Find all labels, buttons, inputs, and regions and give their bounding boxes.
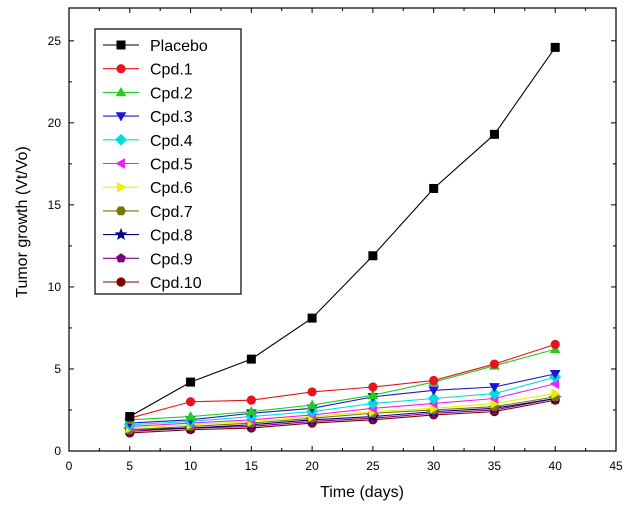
legend-marker	[116, 40, 126, 50]
data-point	[366, 397, 379, 410]
plot-area	[123, 42, 562, 438]
legend-marker	[115, 158, 125, 169]
y-tick-label: 20	[48, 116, 62, 130]
data-point	[186, 377, 196, 387]
data-point	[428, 386, 440, 396]
legend-item: Cpd.7	[103, 204, 193, 221]
data-point	[246, 395, 256, 405]
legend-marker	[117, 181, 127, 193]
data-point	[550, 42, 560, 52]
series-line	[129, 348, 556, 421]
y-tick-label: 15	[48, 198, 62, 212]
y-tick-label: 0	[54, 444, 61, 458]
data-point	[489, 359, 500, 369]
data-point	[125, 412, 135, 422]
y-tick-label: 5	[54, 362, 61, 376]
legend-label: Cpd.8	[150, 228, 193, 245]
data-point	[489, 129, 499, 139]
x-tick-label: 10	[184, 459, 198, 473]
axes: 0 5 10 15 20 25 30 35 40 45 0 5 10 15 20 25	[48, 7, 623, 473]
data-point	[489, 383, 500, 393]
data-point	[246, 354, 256, 364]
data-point	[306, 399, 318, 409]
legend-item: Cpd.9	[103, 251, 193, 268]
y-tick-label: 10	[48, 280, 62, 294]
x-tick-label: 35	[488, 459, 502, 473]
data-point	[367, 389, 379, 400]
legend-label: Cpd.9	[150, 251, 193, 268]
data-point	[550, 339, 560, 349]
legend-item: Placebo	[103, 38, 208, 55]
series-cpd-1	[125, 339, 560, 423]
data-point	[185, 397, 196, 407]
series-line	[129, 376, 556, 426]
x-tick-label: 30	[427, 459, 441, 473]
series-line	[129, 373, 556, 424]
series-line	[129, 383, 556, 427]
legend-item: Cpd.1	[103, 62, 193, 79]
data-point	[551, 388, 561, 399]
data-point	[427, 392, 440, 405]
series-line	[129, 397, 556, 431]
y-tick-label: 25	[48, 34, 62, 48]
series-line	[129, 47, 556, 418]
legend-label: Cpd.10	[150, 275, 202, 292]
legend-marker	[115, 133, 127, 146]
data-point	[549, 369, 561, 380]
legend-item: Cpd.6	[103, 180, 193, 197]
data-point	[185, 411, 196, 421]
x-tick-label: 5	[126, 459, 133, 473]
legend-marker	[116, 253, 126, 263]
legend-label: Cpd.1	[150, 62, 193, 79]
legend: Placebo Cpd.1 Cpd.2 Cpd.3 Cpd.4 Cpd.5 Cpd.6 Cpd…	[94, 28, 242, 295]
data-point	[488, 387, 501, 400]
series-line	[129, 393, 556, 429]
legend-label: Cpd.6	[150, 180, 193, 197]
x-tick-label: 40	[549, 459, 563, 473]
data-point	[368, 382, 378, 392]
legend-item: Cpd.8	[103, 228, 193, 245]
x-tick-label: 15	[245, 459, 259, 473]
data-point	[429, 375, 439, 386]
legend-item: Cpd.5	[103, 157, 193, 174]
legend-label: Cpd.3	[150, 109, 193, 126]
series-line	[129, 343, 556, 419]
x-tick-label: 0	[66, 459, 73, 473]
legend-marker	[115, 87, 127, 97]
series-line	[129, 396, 556, 431]
legend-marker	[116, 64, 126, 74]
legend-label: Cpd.4	[150, 133, 193, 150]
legend-label: Cpd.5	[150, 157, 193, 174]
series-placebo	[125, 42, 560, 422]
legend-item: Cpd.10	[103, 275, 202, 292]
legend-item: Cpd.2	[103, 85, 193, 102]
x-tick-label: 25	[366, 459, 380, 473]
data-point	[307, 313, 317, 323]
legend-label: Placebo	[150, 38, 208, 55]
series-line	[129, 399, 556, 434]
data-point	[307, 387, 317, 397]
legend-marker	[114, 227, 128, 241]
x-tick-label: 45	[609, 459, 623, 473]
data-point	[368, 251, 378, 261]
y-axis-label: Tumor growth (Vt/Vo)	[14, 146, 31, 297]
legend-marker	[115, 112, 127, 122]
legend-label: Cpd.2	[150, 85, 193, 102]
x-tick-label: 20	[305, 459, 319, 473]
legend-item: Cpd.3	[103, 109, 193, 126]
legend-marker	[116, 277, 126, 287]
x-axis-label: Time (days)	[320, 484, 404, 501]
data-point	[429, 183, 439, 193]
legend-marker	[115, 206, 127, 216]
legend-label: Cpd.7	[150, 204, 193, 221]
legend-item: Cpd.4	[103, 133, 193, 150]
data-point	[245, 406, 257, 416]
